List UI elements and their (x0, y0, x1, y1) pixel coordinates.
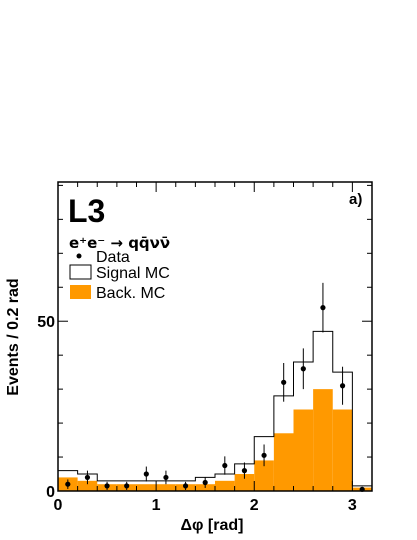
process-label: e⁺e⁻ → qq̄νν̄ (69, 234, 170, 252)
background-bar (77, 480, 98, 491)
legend-background-swatch (70, 285, 91, 299)
background-mc-bars (58, 389, 372, 491)
axis-ticks (57, 182, 373, 492)
legend: Data Signal MC Back. MC (69, 249, 170, 302)
data-point (65, 481, 71, 487)
x-tick-label: 1 (152, 497, 161, 514)
background-bar (136, 484, 157, 491)
legend-data-marker (76, 253, 82, 259)
data-point (320, 305, 326, 311)
background-bar (273, 433, 294, 491)
background-bar (234, 474, 255, 491)
data-point (104, 483, 110, 489)
data-point (182, 483, 189, 489)
data-point (163, 474, 169, 481)
background-bar (156, 484, 176, 491)
background-bar (254, 460, 274, 491)
background-bar (313, 389, 333, 491)
x-tick-label: 3 (348, 497, 357, 514)
signal-mc-step-outline (57, 330, 373, 491)
data-point (202, 479, 208, 486)
data-points (65, 282, 365, 492)
data-point (300, 366, 306, 372)
legend-signal-swatch (69, 264, 92, 280)
background-bar (293, 409, 314, 491)
data-point (241, 468, 248, 474)
data-point (339, 383, 346, 389)
tick-labels: 0 1 2 3 0 50 (37, 314, 357, 514)
data-point (124, 483, 130, 489)
data-point (84, 474, 91, 481)
y-tick-label: 50 (37, 314, 55, 331)
y-axis-title: Events / 0.2 rad (5, 278, 22, 395)
x-axis-title: Δφ [rad] (181, 517, 244, 534)
legend-background-label: Back. MC (96, 285, 165, 302)
panel-label: a) (349, 191, 362, 208)
background-bar (215, 480, 235, 491)
data-point (261, 452, 267, 458)
data-point (222, 462, 228, 469)
experiment-label: L3 (68, 193, 105, 229)
x-tick-label: 0 (54, 497, 63, 514)
data-point (281, 379, 287, 385)
x-tick-label: 2 (250, 497, 259, 514)
y-tick-label: 0 (46, 484, 55, 501)
background-bar (332, 409, 353, 491)
legend-signal-label: Signal MC (96, 265, 170, 282)
legend-data-label: Data (96, 249, 130, 266)
data-point (143, 471, 149, 477)
